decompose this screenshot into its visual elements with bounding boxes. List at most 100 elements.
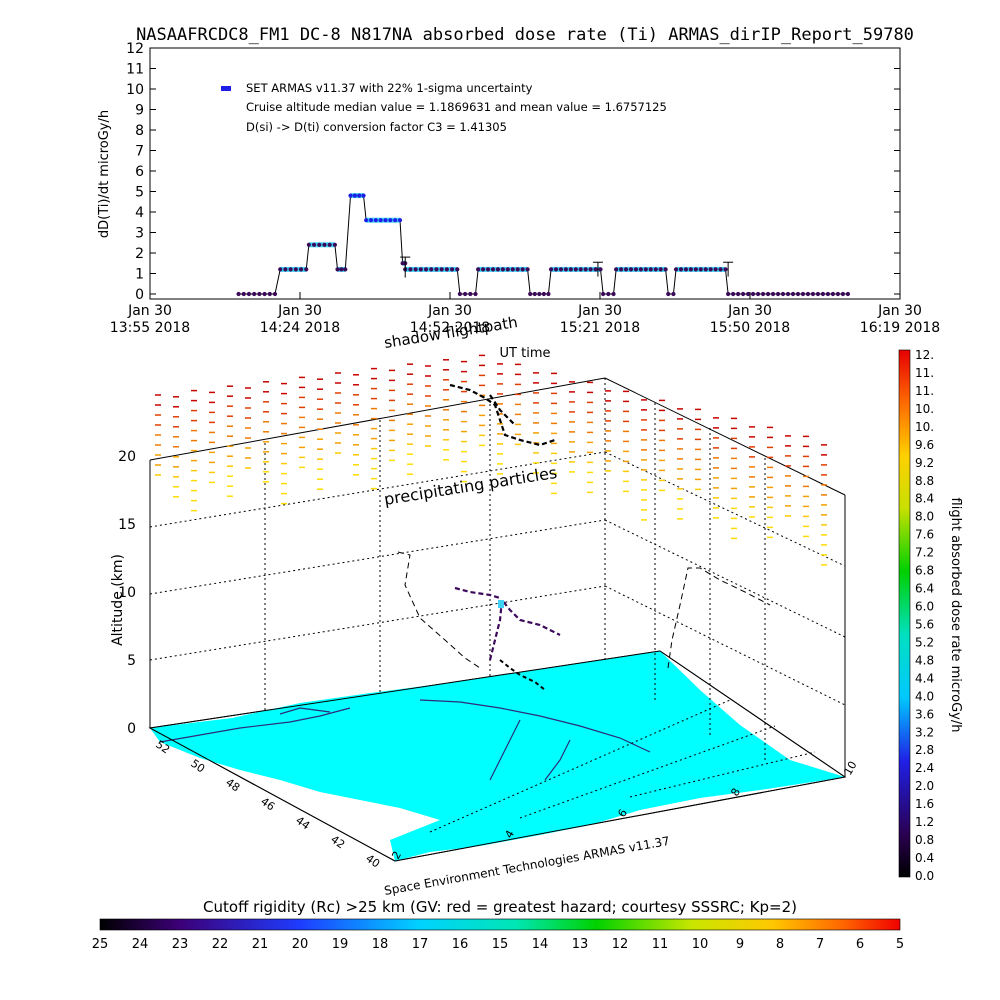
dose-point — [364, 218, 369, 223]
bottom-colorbar-tick: 6 — [856, 937, 864, 952]
bottom-colorbar-tick: 14 — [532, 937, 549, 952]
shadow-flightpath-wall — [397, 551, 481, 669]
dose-point — [815, 291, 821, 297]
dose-rate-points — [236, 193, 851, 297]
right-colorbar-tick: 3.2 — [915, 725, 934, 739]
dose-point — [332, 242, 337, 247]
right-colorbar-tick: 11. — [915, 366, 934, 380]
right-colorbar-tick: 3.6 — [915, 707, 934, 721]
dose-point — [693, 267, 698, 272]
x-tick-date: Jan 30 — [577, 303, 622, 319]
coastline — [159, 699, 651, 781]
dose-point — [795, 291, 801, 297]
right-colorbar-tick: 9.6 — [915, 438, 934, 452]
dose-point — [760, 291, 766, 297]
plot-frame — [149, 47, 901, 300]
altitude-tick-label: 5 — [127, 653, 136, 669]
legend-series-name: SET ARMAS v11.37 with 22% 1-sigma uncert… — [246, 81, 533, 95]
dose-point — [434, 267, 439, 272]
dose-point — [500, 267, 505, 272]
dose-point — [537, 291, 542, 297]
y-tick-label: 3 — [135, 226, 144, 242]
latitude-tick-label: 44 — [293, 814, 312, 833]
bottom-colorbar-tick: 18 — [372, 937, 389, 952]
bottom-colorbar-tick: 21 — [252, 937, 269, 952]
latitude-tick-label: 40 — [363, 852, 382, 871]
dose-point — [317, 242, 322, 247]
dose-point — [736, 291, 741, 297]
dose-point — [546, 291, 551, 297]
dose-point — [262, 291, 267, 297]
right-colorbar-tick: 8.4 — [915, 492, 934, 506]
right-colorbar-ticks: 0.0 0.4 0.8 1.2 1.6 2.0 2.4 2.8 3.2 3.6 4.0 4.4 4.8 5… — [915, 348, 934, 883]
dose-point — [439, 267, 444, 272]
flight-3d-plot: shadow flightpath precipitating particle… — [110, 313, 860, 898]
x-tick-date: Jan 30 — [427, 303, 472, 319]
y-tick-label: 2 — [135, 246, 144, 262]
dose-point — [683, 267, 689, 272]
altitude-ticks: 0 5 10 15 20 — [118, 449, 136, 737]
shadow-flightpath-right — [667, 567, 771, 669]
dose-point — [335, 267, 340, 272]
dose-point — [348, 193, 353, 198]
dose-point — [304, 267, 309, 272]
dose-point — [252, 291, 257, 297]
bottom-colorbar-tick: 20 — [292, 937, 309, 952]
dose-point — [257, 291, 262, 297]
bottom-colorbar-tick: 8 — [776, 937, 784, 952]
right-colorbar-tick: 5.6 — [915, 617, 934, 631]
bottom-colorbar: Cutoff rigidity (Rc) >25 km (GV: red = g… — [92, 898, 904, 952]
dose-point — [785, 291, 791, 297]
dose-point — [810, 291, 816, 297]
dose-point — [476, 267, 481, 272]
dose-point — [241, 291, 246, 297]
bottom-colorbar-label: Cutoff rigidity (Rc) >25 km (GV: red = g… — [203, 898, 797, 916]
bottom-colorbar-tick: 5 — [896, 937, 904, 952]
right-colorbar-tick: 0.8 — [915, 833, 934, 847]
y-tick-label: 10 — [126, 82, 144, 98]
uncertainty-band — [308, 242, 335, 248]
dose-point — [278, 267, 283, 272]
dose-point — [598, 267, 603, 272]
altitude-axis-label: Altitude (km) — [110, 554, 126, 646]
x-tick-time: 15:21 2018 — [560, 320, 640, 336]
dose-point — [750, 291, 756, 297]
dose-point — [578, 267, 583, 272]
altitude-tick-label: 10 — [118, 585, 136, 601]
x-tick-time: 16:19 2018 — [860, 320, 940, 336]
bottom-colorbar-tick: 22 — [212, 937, 229, 952]
dose-point — [485, 267, 491, 272]
dose-point — [731, 291, 736, 297]
dose-point — [775, 291, 781, 297]
dose-point — [698, 267, 703, 272]
dose-point — [444, 267, 449, 272]
x-tick-time: 14:24 2018 — [260, 320, 340, 336]
dose-point — [520, 267, 525, 272]
dose-point — [343, 267, 348, 272]
latitude-tick-label: 42 — [328, 833, 347, 852]
y-tick-label: 5 — [135, 185, 144, 201]
grid-lines — [149, 378, 846, 833]
dose-point — [339, 267, 344, 272]
right-colorbar-tick: 0.0 — [915, 869, 934, 883]
right-colorbar-tick: 10. — [915, 420, 934, 434]
dose-point — [525, 267, 530, 272]
bottom-colorbar-tick: 13 — [572, 937, 589, 952]
y-tick-label: 4 — [135, 205, 144, 221]
dose-point — [373, 218, 378, 223]
flight-track-descent — [499, 659, 546, 691]
dose-rate-line — [238, 195, 848, 295]
dose-point — [449, 267, 455, 272]
altitude-tick-label: 0 — [127, 721, 136, 737]
dose-point — [666, 291, 671, 297]
bottom-colorbar-tick: 25 — [92, 937, 109, 952]
right-colorbar-tick: 2.0 — [915, 779, 934, 793]
right-colorbar-tick: 1.2 — [915, 815, 934, 829]
dose-point — [288, 267, 293, 272]
dose-point — [236, 291, 241, 297]
right-colorbar-tick: 0.4 — [915, 851, 934, 865]
dose-point — [352, 193, 357, 198]
legend-note-conversion: D(si) -> D(ti) conversion factor C3 = 1.… — [246, 120, 507, 134]
right-colorbar-tick: 8.8 — [915, 474, 934, 488]
